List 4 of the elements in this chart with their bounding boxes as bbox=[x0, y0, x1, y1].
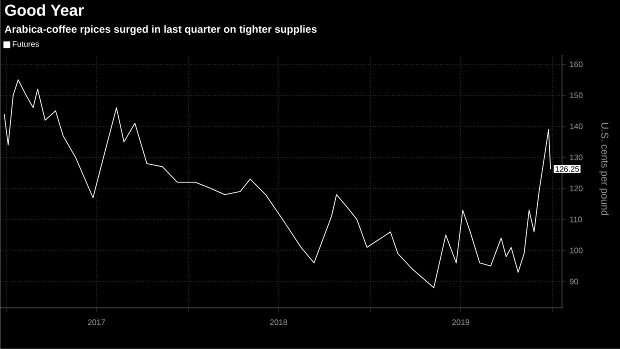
chart-subtitle: Arabica-coffee rpices surged in last quarter on tighter supplies bbox=[4, 25, 317, 36]
y-axis-title: U.S. cents per pound bbox=[599, 122, 609, 216]
chart-title: Good Year bbox=[5, 4, 84, 16]
line-series bbox=[4, 79, 551, 288]
